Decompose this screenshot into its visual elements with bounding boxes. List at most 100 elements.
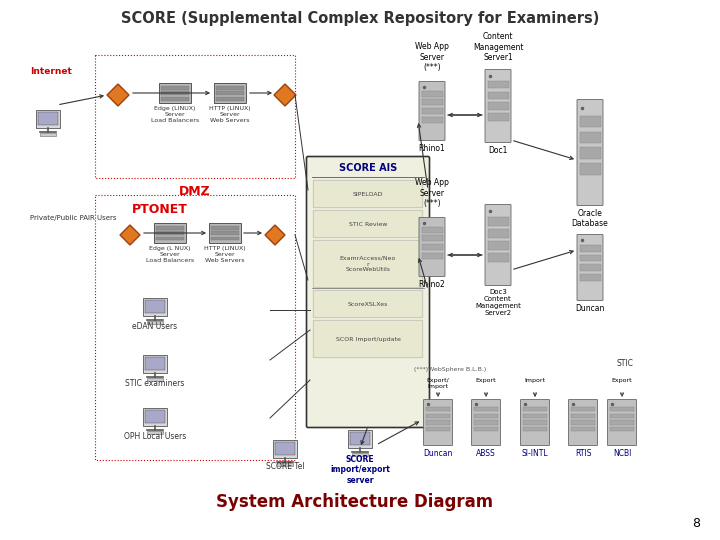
Bar	[421, 235, 443, 241]
Text: Rhino2: Rhino2	[418, 280, 446, 289]
Bar	[36, 110, 60, 128]
Text: eDAN Users: eDAN Users	[132, 322, 178, 331]
Text: NCBI: NCBI	[613, 449, 631, 458]
Bar	[523, 420, 547, 424]
Bar	[474, 407, 498, 411]
Bar	[610, 427, 634, 431]
Text: OPH Local Users: OPH Local Users	[124, 432, 186, 441]
Text: ScoreXSLXes: ScoreXSLXes	[348, 301, 388, 307]
Text: SIPELOAD: SIPELOAD	[353, 192, 383, 197]
Bar	[216, 97, 244, 100]
Bar	[214, 83, 246, 103]
Bar	[348, 430, 372, 448]
Text: Export: Export	[612, 378, 632, 383]
Text: DMZ: DMZ	[179, 185, 211, 198]
Bar	[95, 195, 295, 460]
Text: Edge (L NUX)
Server
Load Balancers: Edge (L NUX) Server Load Balancers	[146, 246, 194, 262]
Bar	[421, 91, 443, 97]
Text: PTONET: PTONET	[132, 203, 188, 216]
Bar	[211, 226, 239, 230]
Bar	[143, 408, 167, 426]
FancyBboxPatch shape	[423, 400, 452, 446]
Bar	[487, 241, 508, 249]
Bar	[580, 163, 600, 174]
Bar	[156, 231, 184, 235]
Bar	[474, 420, 498, 424]
Bar	[571, 407, 595, 411]
Bar	[145, 357, 165, 370]
Text: Import: Import	[524, 378, 546, 383]
FancyBboxPatch shape	[419, 218, 445, 276]
Text: Internet: Internet	[30, 68, 72, 77]
Bar	[156, 226, 184, 230]
Bar	[487, 81, 508, 89]
Bar	[487, 103, 508, 110]
Text: STIC examiners: STIC examiners	[125, 379, 185, 388]
FancyBboxPatch shape	[485, 205, 511, 286]
Bar	[580, 245, 600, 252]
Bar	[580, 274, 600, 281]
Text: Doc1: Doc1	[488, 146, 508, 155]
Bar	[38, 112, 58, 125]
Bar	[426, 420, 450, 424]
FancyBboxPatch shape	[472, 400, 500, 446]
Bar	[580, 132, 600, 143]
Bar	[275, 442, 295, 455]
Text: SCORE Tel: SCORE Tel	[266, 462, 305, 471]
Bar	[143, 355, 167, 373]
Bar	[487, 92, 508, 99]
Text: RTIS: RTIS	[575, 449, 591, 458]
Bar	[487, 217, 508, 226]
Bar	[571, 414, 595, 418]
FancyBboxPatch shape	[313, 240, 423, 288]
Text: Export: Export	[476, 378, 496, 383]
Text: System Architecture Diagram: System Architecture Diagram	[217, 493, 494, 511]
Polygon shape	[107, 84, 129, 106]
Bar	[273, 440, 297, 458]
FancyBboxPatch shape	[521, 400, 549, 446]
Text: SI-INTL: SI-INTL	[522, 449, 549, 458]
Text: Web App
Server
(***): Web App Server (***)	[415, 178, 449, 208]
Text: ExamrAccess/Neo
r
ScoreWebUtils: ExamrAccess/Neo r ScoreWebUtils	[340, 256, 396, 272]
Text: STIC Review: STIC Review	[348, 221, 387, 226]
Bar	[145, 300, 165, 313]
Bar	[487, 229, 508, 238]
Bar	[487, 113, 508, 121]
Text: HTTP (LINUX)
Server
Web Servers: HTTP (LINUX) Server Web Servers	[210, 106, 251, 123]
Bar	[211, 231, 239, 235]
Bar	[277, 463, 293, 466]
Bar	[580, 264, 600, 271]
FancyBboxPatch shape	[313, 290, 423, 318]
Bar	[580, 116, 600, 127]
Text: Duncan: Duncan	[575, 304, 605, 313]
Text: Edge (LINUX)
Server
Load Balancers: Edge (LINUX) Server Load Balancers	[151, 106, 199, 123]
Bar	[143, 298, 167, 316]
Bar	[421, 244, 443, 250]
FancyBboxPatch shape	[569, 400, 598, 446]
Bar	[156, 237, 184, 240]
Bar	[40, 133, 56, 136]
Bar	[580, 254, 600, 261]
FancyBboxPatch shape	[485, 70, 511, 143]
Polygon shape	[274, 84, 296, 106]
Bar	[147, 431, 163, 434]
Bar	[523, 427, 547, 431]
FancyBboxPatch shape	[313, 180, 423, 208]
Bar	[161, 97, 189, 100]
FancyBboxPatch shape	[307, 157, 430, 428]
Bar	[426, 414, 450, 418]
Bar	[216, 86, 244, 90]
Text: (***)WebSphere B.L.B.): (***)WebSphere B.L.B.)	[414, 368, 486, 373]
Bar	[352, 453, 368, 456]
Bar	[426, 407, 450, 411]
Bar	[161, 86, 189, 90]
Bar	[610, 420, 634, 424]
Bar	[474, 414, 498, 418]
Bar	[610, 407, 634, 411]
Text: SCORE AIS: SCORE AIS	[339, 163, 397, 173]
FancyBboxPatch shape	[313, 320, 423, 358]
Bar	[487, 253, 508, 261]
FancyBboxPatch shape	[577, 99, 603, 206]
FancyBboxPatch shape	[608, 400, 636, 446]
FancyBboxPatch shape	[419, 82, 445, 140]
